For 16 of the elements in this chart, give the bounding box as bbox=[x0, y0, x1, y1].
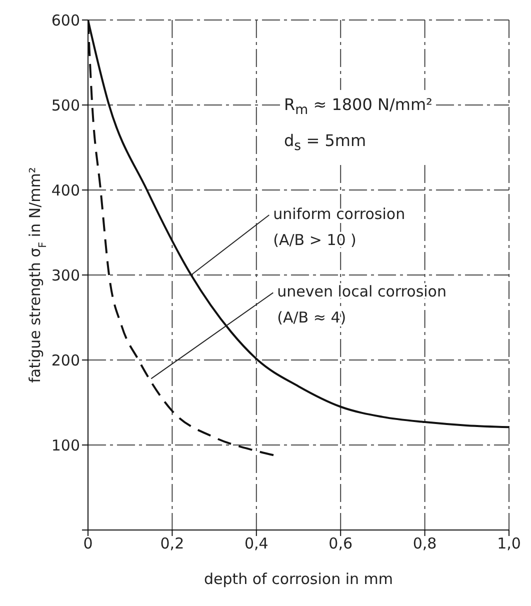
y-tick-label: 200 bbox=[51, 351, 80, 370]
x-tick-label: 0,2 bbox=[160, 534, 184, 553]
y-tick-label: 600 bbox=[51, 11, 80, 30]
annotation: d$_{s}$ = 5mm bbox=[284, 130, 368, 156]
x-tick-label: 0,6 bbox=[328, 534, 353, 553]
x-axis-title: depth of corrosion in mm bbox=[204, 570, 394, 588]
x-tick-label: 0 bbox=[83, 534, 93, 553]
y-tick-label: 500 bbox=[51, 96, 80, 114]
y-tick-label: 100 bbox=[51, 436, 80, 454]
x-tick-label: 0,4 bbox=[244, 534, 268, 553]
x-tick-label: 1,0 bbox=[497, 534, 521, 553]
x-tick-label: 0,8 bbox=[412, 534, 437, 553]
annotation: uniform corrosion (A/B > 10 ) bbox=[273, 205, 406, 249]
y-tick-label: 300 bbox=[51, 266, 80, 284]
y-tick-label: 400 bbox=[51, 181, 80, 200]
annotation: R$_{m}$ ≈ 1800 N/mm² bbox=[284, 94, 432, 120]
